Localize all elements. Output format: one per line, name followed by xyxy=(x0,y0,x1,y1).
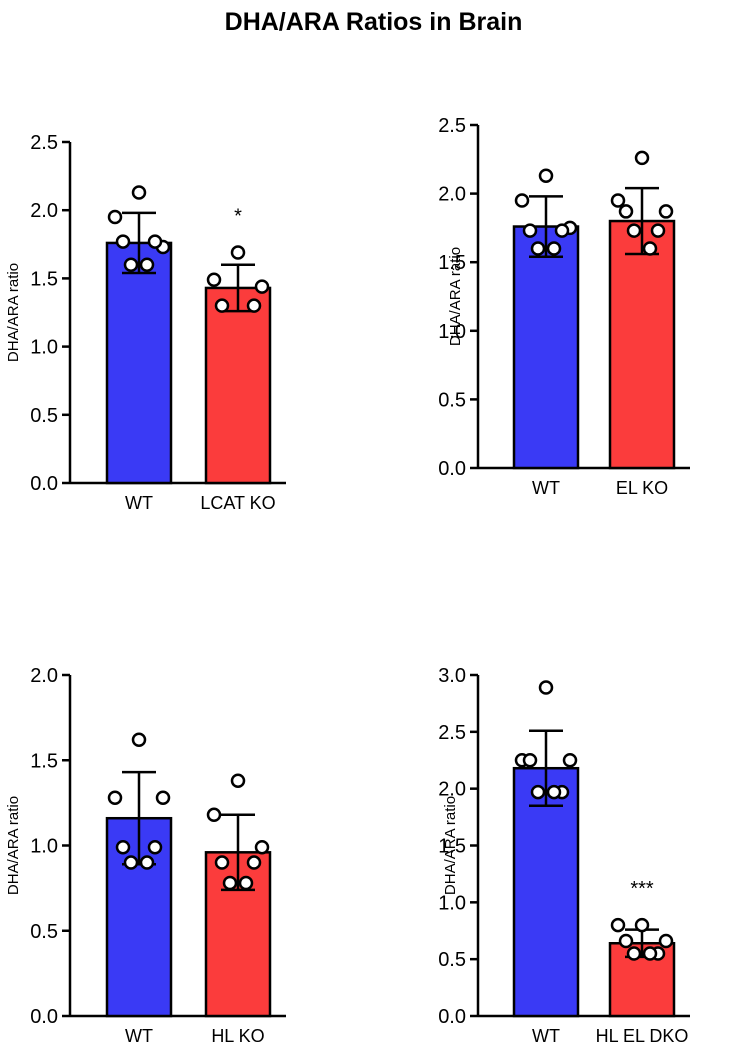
data-point xyxy=(554,223,570,238)
data-point xyxy=(139,855,155,870)
data-point xyxy=(254,279,270,294)
chart-panel-hl-ko: 0.0 0.5 1.0 1.5 2.0 DHA/ARA ratio WT HL KO xyxy=(5,665,286,1046)
y-tick-label: 1.5 xyxy=(30,750,58,772)
y-tick-label: 0.5 xyxy=(30,921,58,943)
significance-marker: *** xyxy=(630,878,654,900)
data-point xyxy=(530,241,546,256)
x-category-label: WT xyxy=(532,1026,560,1046)
y-axis-label: DHA/ARA ratio xyxy=(5,263,22,362)
x-category-label: WT xyxy=(125,1026,153,1046)
data-point xyxy=(115,234,131,249)
y-tick-label: 0.0 xyxy=(30,473,58,495)
chart-panel-hl-el-dko: 0.0 0.5 1.0 1.5 2.0 2.5 3.0 DHA/ARA ratio WT HL E… xyxy=(438,665,690,1046)
data-point xyxy=(514,193,530,208)
data-point xyxy=(650,223,666,238)
bar-lcat-ko xyxy=(204,286,272,485)
y-tick-label: 2.5 xyxy=(438,722,466,744)
chart-panel-el-ko: 0.0 0.5 1.0 1.5 2.0 2.5 DHA/ARA ratio WT EL KO xyxy=(438,115,690,498)
y-tick-label: 0.5 xyxy=(438,949,466,971)
data-point xyxy=(206,807,222,823)
data-point xyxy=(546,241,562,256)
y-tick-label: 0.0 xyxy=(438,458,466,480)
data-point xyxy=(618,933,634,949)
data-point xyxy=(522,753,538,768)
data-point xyxy=(254,839,270,855)
y-tick-label: 0.5 xyxy=(30,405,58,427)
y-tick-label: 2.5 xyxy=(438,115,466,137)
data-point xyxy=(658,933,674,949)
y-axis-label: DHA/ARA ratio xyxy=(447,247,464,346)
y-tick-label: 2.0 xyxy=(438,779,466,801)
y-tick-label: 2.0 xyxy=(30,200,58,222)
data-point xyxy=(131,732,147,748)
y-tick-label: 2.5 xyxy=(30,132,58,154)
data-point xyxy=(538,168,554,184)
y-tick-label: 1.0 xyxy=(438,321,466,343)
y-axis-label: DHA/ARA ratio xyxy=(5,796,22,895)
y-tick-label: 1.5 xyxy=(438,836,466,858)
data-point xyxy=(206,272,222,288)
y-tick-label: 1.5 xyxy=(30,268,58,290)
significance-marker: * xyxy=(234,205,242,227)
y-tick-label: 0.0 xyxy=(30,1006,58,1028)
data-point xyxy=(115,839,131,855)
x-category-label: HL KO xyxy=(211,1026,264,1046)
bar-wt xyxy=(512,225,580,470)
y-tick-label: 1.0 xyxy=(438,892,466,914)
bar-el-ko xyxy=(608,219,676,470)
y-axis-label: DHA/ARA ratio xyxy=(442,796,459,895)
data-point xyxy=(222,875,238,891)
data-point xyxy=(522,223,538,238)
data-point xyxy=(238,875,254,891)
y-tick-label: 3.0 xyxy=(438,665,466,687)
data-point xyxy=(107,209,123,225)
y-tick-label: 1.0 xyxy=(30,836,58,858)
data-point xyxy=(123,855,139,870)
data-point xyxy=(107,790,123,806)
x-category-label: LCAT KO xyxy=(200,493,275,513)
chart-panel-lcat-ko: 0.0 0.5 1.0 1.5 2.0 2.5 DHA/ARA ratio WT LCAT KO… xyxy=(5,132,286,513)
data-point xyxy=(147,234,163,249)
data-point xyxy=(538,680,554,695)
data-point xyxy=(634,150,650,166)
data-point xyxy=(147,839,163,855)
data-point xyxy=(618,204,634,219)
data-point xyxy=(214,855,230,870)
y-tick-label: 1.5 xyxy=(438,252,466,274)
x-category-label: EL KO xyxy=(616,478,668,498)
data-point xyxy=(155,790,171,806)
data-point xyxy=(562,753,578,768)
data-point xyxy=(230,245,246,260)
data-point xyxy=(642,946,658,961)
y-tick-label: 2.0 xyxy=(30,665,58,687)
data-point xyxy=(246,298,262,313)
data-point xyxy=(642,241,658,256)
x-category-label: HL EL DKO xyxy=(596,1026,689,1046)
data-point xyxy=(123,257,139,273)
data-point xyxy=(246,855,262,870)
bar-wt xyxy=(105,241,173,485)
x-category-label: WT xyxy=(532,478,560,498)
data-point xyxy=(530,784,546,800)
data-point xyxy=(131,185,147,200)
data-point xyxy=(139,257,155,273)
y-tick-label: 0.5 xyxy=(438,389,466,411)
x-category-label: WT xyxy=(125,493,153,513)
data-point xyxy=(634,917,650,933)
data-point xyxy=(230,773,246,788)
data-point xyxy=(610,917,626,933)
data-point xyxy=(658,204,674,219)
data-point xyxy=(626,223,642,238)
y-tick-label: 1.0 xyxy=(30,337,58,359)
y-tick-label: 2.0 xyxy=(438,184,466,206)
data-point xyxy=(546,784,562,800)
data-point xyxy=(214,298,230,313)
data-point xyxy=(626,946,642,961)
y-tick-label: 0.0 xyxy=(438,1006,466,1028)
figure-title: DHA/ARA Ratios in Brain xyxy=(224,8,523,36)
data-point xyxy=(610,193,626,208)
